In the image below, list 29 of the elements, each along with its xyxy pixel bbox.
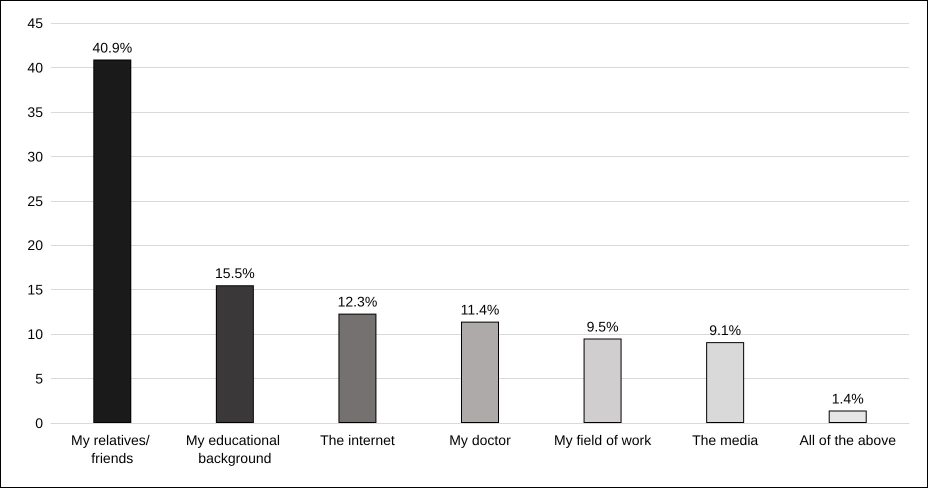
data-label: 15.5% — [215, 265, 255, 282]
x-tick-label: My doctor — [449, 432, 512, 448]
y-tick-label: 20 — [27, 237, 44, 254]
x-tick-label: The media — [692, 432, 758, 448]
y-tick-label: 30 — [27, 148, 44, 164]
y-tick-label: 15 — [27, 282, 44, 298]
bar — [461, 322, 499, 423]
x-tick-label: All of the above — [799, 432, 896, 448]
y-tick-label: 10 — [27, 326, 44, 342]
data-label: 9.1% — [709, 322, 742, 338]
y-tick-label: 35 — [27, 104, 44, 120]
x-tick-label: The internet — [320, 432, 395, 448]
y-tick-label: 5 — [35, 370, 44, 387]
x-tick-label: My relatives/ friends — [71, 432, 154, 466]
data-label: 1.4% — [832, 390, 864, 407]
x-tick-label: My field of work — [554, 432, 652, 448]
y-tick-label: 0 — [35, 415, 44, 431]
data-label: 11.4% — [460, 302, 500, 318]
bar — [338, 314, 376, 423]
y-tick-label: 40 — [27, 59, 44, 76]
bar — [828, 410, 867, 423]
bar — [216, 285, 254, 423]
y-tick-label: 25 — [27, 192, 44, 209]
data-label: 12.3% — [338, 294, 378, 310]
x-tick-label: My educational background — [186, 432, 284, 466]
data-label: 40.9% — [92, 39, 132, 56]
data-label: 9.5% — [586, 318, 619, 335]
bar — [93, 59, 132, 423]
y-tick-label: 45 — [27, 15, 44, 31]
